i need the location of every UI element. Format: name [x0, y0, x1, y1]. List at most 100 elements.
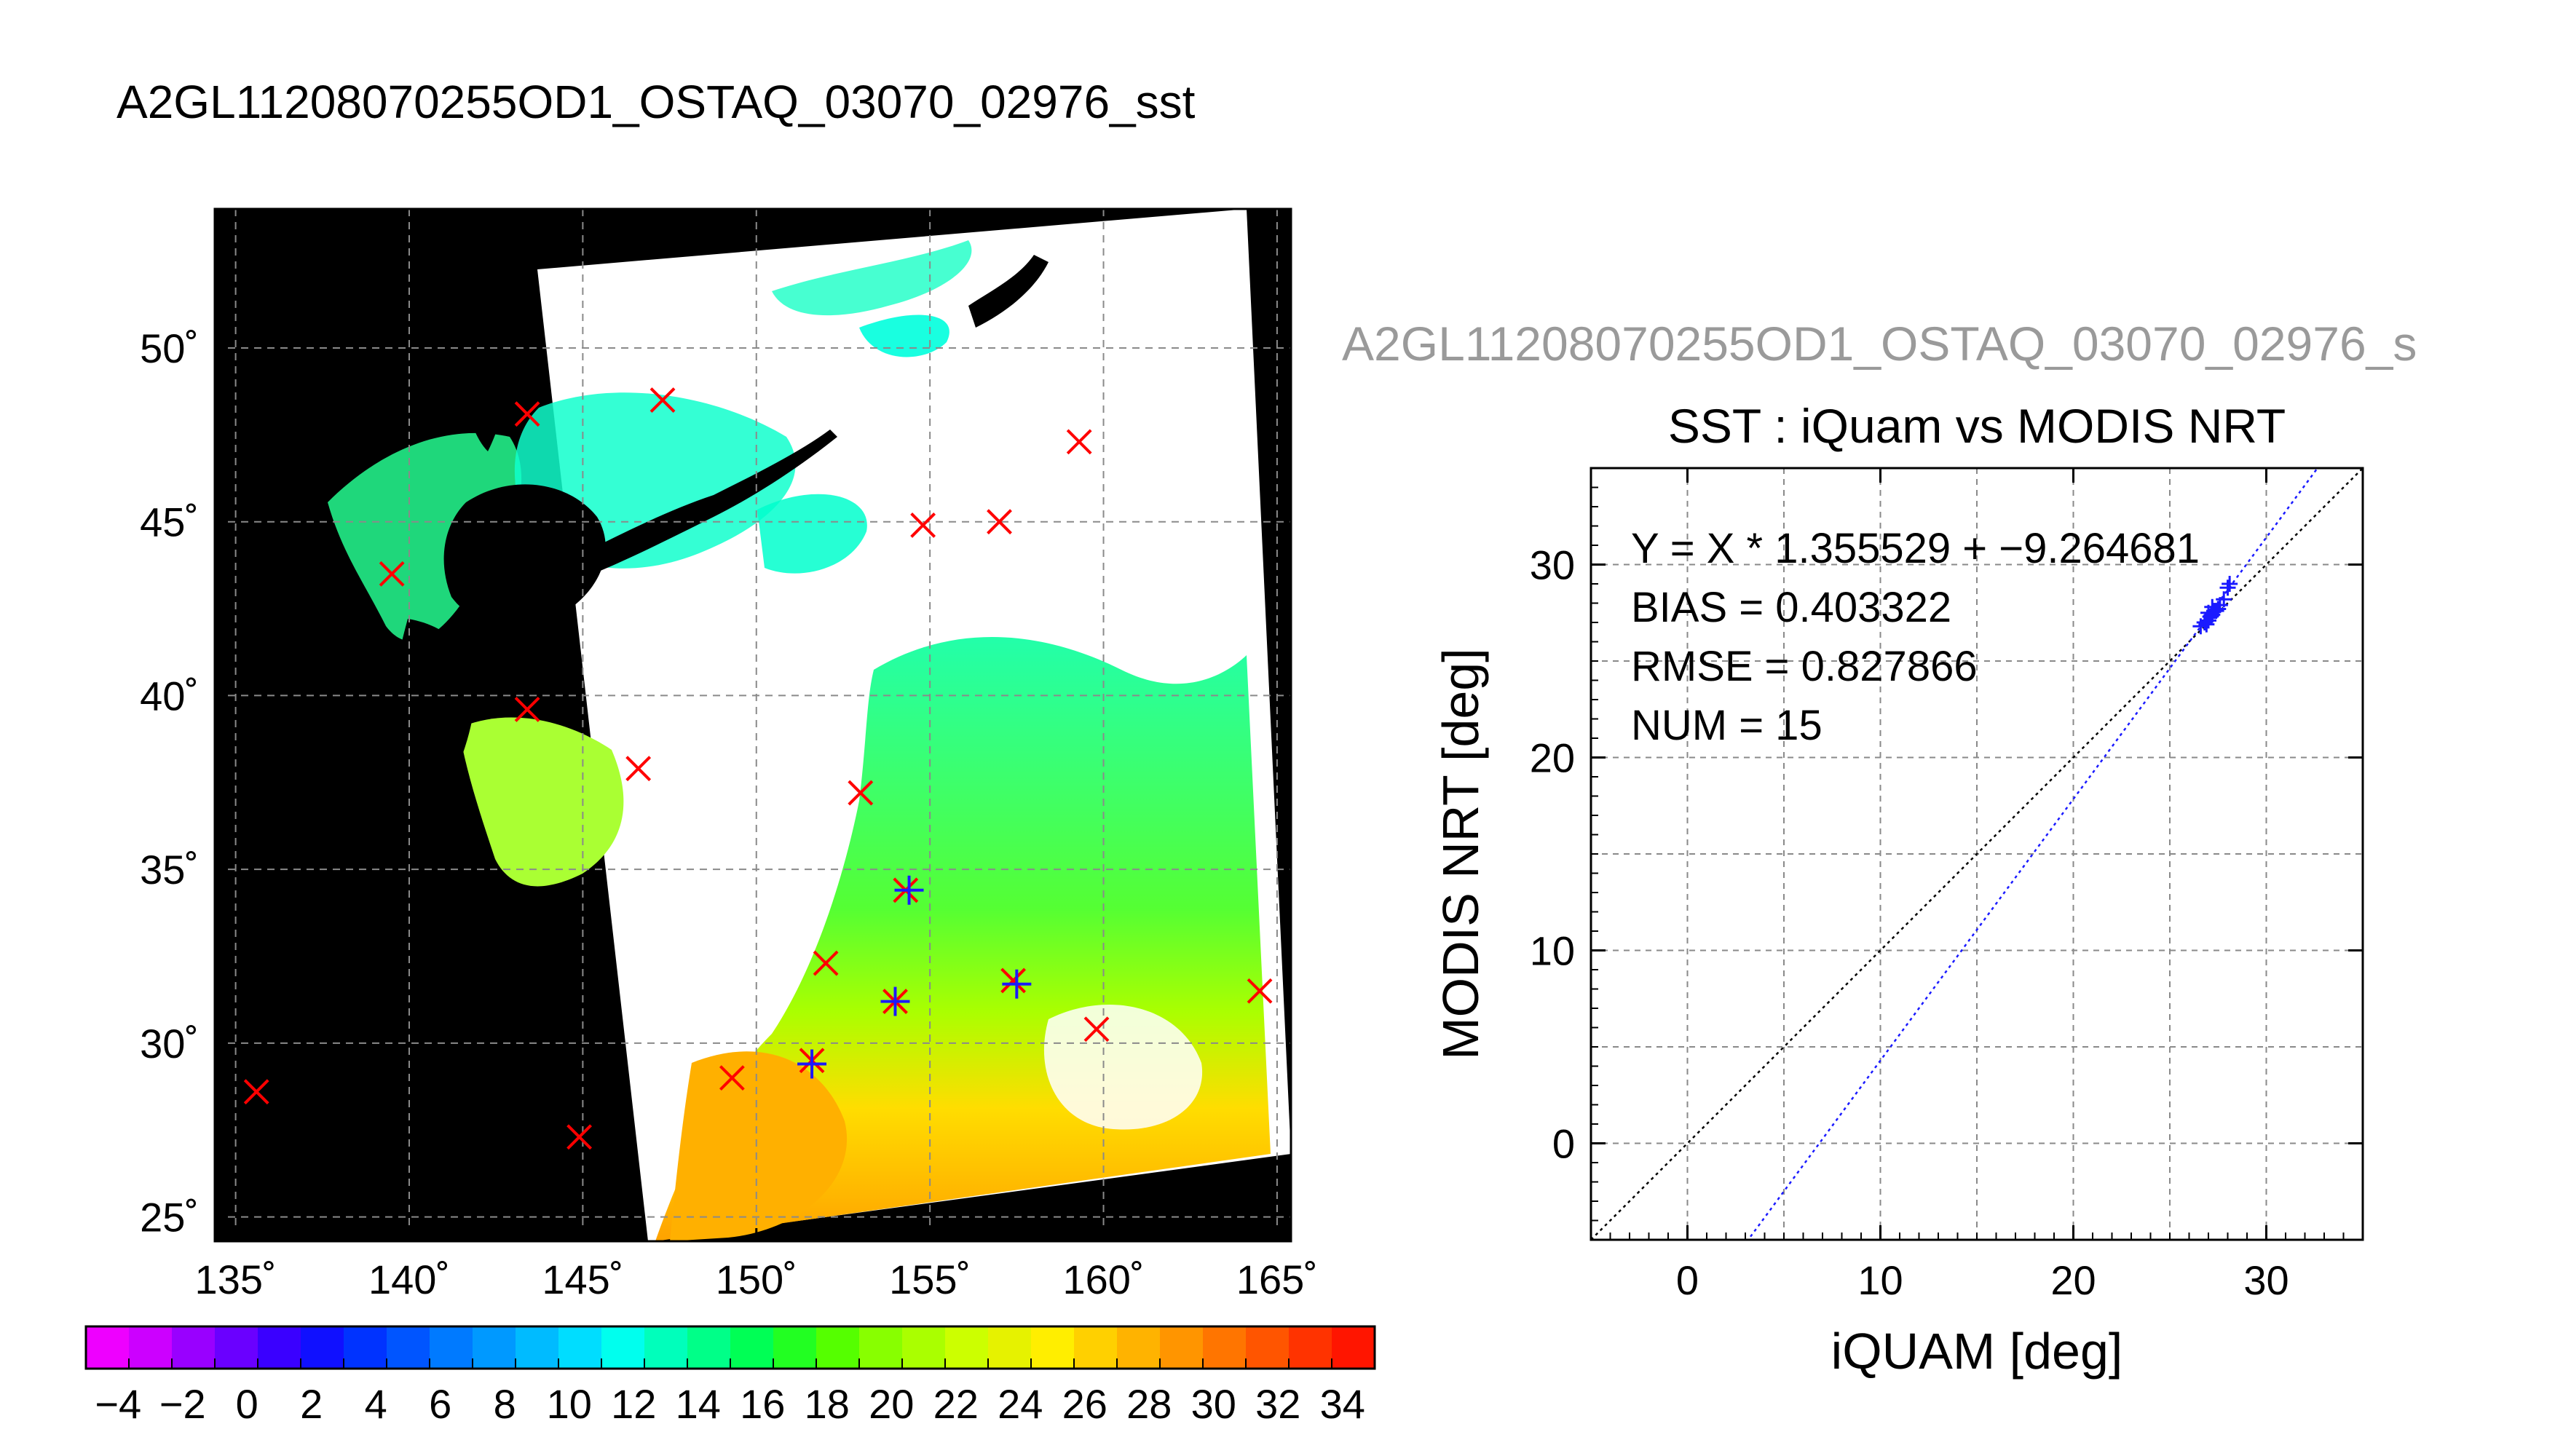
cloud-patch-se	[1043, 1005, 1203, 1130]
map-marker-x	[1066, 429, 1092, 455]
scatter-plot: SST : iQuam vs MODIS NRT 0 10 20 300102030 …	[1432, 399, 2364, 1380]
colorbar-cell	[902, 1326, 946, 1369]
map-lon-label: 165˚	[1236, 1257, 1318, 1302]
colorbar-label: 20	[869, 1381, 914, 1427]
colorbar-cell	[601, 1326, 645, 1369]
colorbar-label: 4	[365, 1381, 387, 1427]
map-lat-label: 30˚	[140, 1021, 199, 1067]
map-marker-x	[1247, 978, 1273, 1004]
map-lat-label: 45˚	[140, 499, 199, 545]
map-lat-label: 50˚	[140, 325, 199, 371]
map-lon-label: 140˚	[368, 1257, 450, 1302]
colorbar-cell	[258, 1326, 301, 1369]
colorbar-label: 14	[676, 1381, 721, 1427]
right-panel-title: A2GL11208070255OD1_OSTAQ_03070_02976_s	[1342, 317, 2417, 371]
sst-map: 135˚ 140˚ 145˚ 150˚ 155˚ 160˚ 165˚ 50˚ 45˚ 40˚ 35˚…	[140, 207, 1318, 1302]
colorbar-label: 0	[236, 1381, 258, 1427]
colorbar-cell	[945, 1326, 989, 1369]
colorbar-cell	[1246, 1326, 1290, 1369]
main-title: A2GL11208070255OD1_OSTAQ_03070_02976_sst	[117, 76, 1196, 128]
map-marker-x	[625, 756, 652, 782]
x-tick-label: 20	[2050, 1257, 2096, 1303]
colorbar-label: 30	[1191, 1381, 1236, 1427]
sst-patch-northeast	[859, 314, 949, 357]
colorbar-label: 22	[933, 1381, 979, 1427]
scatter-point	[2216, 591, 2232, 608]
land-sakhalin	[448, 282, 510, 451]
colorbar-cell	[1203, 1326, 1247, 1369]
scatter-annotation: RMSE = 0.827866	[1631, 643, 1978, 690]
colorbar-label: 24	[998, 1381, 1043, 1427]
regression-line	[1747, 468, 2319, 1240]
scatter-annotation: BIAS = 0.403322	[1631, 584, 1951, 631]
colorbar-cell	[730, 1326, 774, 1369]
map-tick-labels: 135˚ 140˚ 145˚ 150˚ 155˚ 160˚ 165˚ 50˚ 45˚ 40˚ 35˚…	[140, 325, 1318, 1302]
colorbar-cell	[1332, 1326, 1375, 1369]
x-tick-label: 30	[2243, 1257, 2289, 1303]
colorbar-label: −4	[95, 1381, 141, 1427]
colorbar-cell	[1031, 1326, 1075, 1369]
colorbar-cell	[687, 1326, 731, 1369]
x-tick-label: 10	[1857, 1257, 1903, 1303]
colorbar-cell	[473, 1326, 516, 1369]
y-tick-label: 10	[1530, 928, 1575, 974]
map-marker-x	[566, 1124, 593, 1150]
colorbar-label: 12	[611, 1381, 656, 1427]
sst-patch-southwest	[670, 1051, 848, 1241]
colorbar-label: 2	[300, 1381, 323, 1427]
map-marker-x	[987, 509, 1012, 535]
colorbar-cell	[86, 1326, 130, 1369]
colorbar-label: 10	[547, 1381, 592, 1427]
colorbar-cell	[430, 1326, 473, 1369]
colorbar-label: 28	[1126, 1381, 1172, 1427]
sst-patch-cyan-east	[757, 494, 867, 574]
scatter-annotation: NUM = 15	[1631, 702, 1823, 749]
colorbar-cell	[1160, 1326, 1204, 1369]
colorbar-frame	[84, 1325, 1376, 1370]
y-tick-label: 0	[1552, 1121, 1575, 1167]
identity-line	[1591, 468, 2363, 1240]
scatter-point	[2222, 576, 2238, 592]
map-lat-label: 40˚	[140, 673, 199, 719]
scatter-annotation: Y = X * 1.355529 + −9.264681	[1631, 525, 2200, 572]
map-marker-x	[813, 950, 839, 976]
colorbar: −4 −2 0 2 4 6 8 10 12 14 16 18 20 22 24 26 28 30 32 34	[84, 1325, 1376, 1427]
colorbar-cell	[1117, 1326, 1161, 1369]
sst-patch-north	[772, 240, 972, 316]
scatter-point	[2198, 616, 2215, 633]
map-lon-label: 145˚	[542, 1257, 623, 1302]
colorbar-cell	[816, 1326, 860, 1369]
map-marker-plus	[1002, 969, 1032, 999]
map-marker-x	[1000, 968, 1026, 994]
colorbar-cell	[988, 1326, 1032, 1369]
map-marker-x	[1083, 1016, 1110, 1042]
colorbar-cell	[516, 1326, 559, 1369]
colorbar-cell	[344, 1326, 387, 1369]
colorbar-label: 18	[805, 1381, 850, 1427]
y-axis-label: MODIS NRT [deg]	[1432, 648, 1489, 1059]
colorbar-label: 8	[494, 1381, 516, 1427]
colorbar-cell	[301, 1326, 344, 1369]
map-grid	[215, 209, 1291, 1241]
colorbar-cell	[1074, 1326, 1118, 1369]
map-marker-x	[910, 513, 936, 538]
scatter-point	[2210, 601, 2227, 617]
colorbar-label: 16	[740, 1381, 785, 1427]
map-lon-label: 150˚	[716, 1257, 797, 1302]
map-markers	[243, 387, 1273, 1150]
colorbar-cell	[859, 1326, 903, 1369]
scatter-title: SST : iQuam vs MODIS NRT	[1668, 399, 2286, 453]
map-marker-x	[514, 697, 540, 722]
map-marker-plus	[797, 1049, 827, 1079]
colorbar-cell	[773, 1326, 817, 1369]
map-lat-label: 35˚	[140, 847, 199, 893]
map-lon-label: 160˚	[1062, 1257, 1144, 1302]
land-kuril-chain	[583, 430, 837, 575]
colorbar-label: 34	[1320, 1381, 1365, 1427]
colorbar-cell	[172, 1326, 216, 1369]
colorbar-cell	[1289, 1326, 1332, 1369]
y-tick-label: 20	[1530, 735, 1575, 781]
colorbar-cell	[387, 1326, 430, 1369]
colorbar-cell	[215, 1326, 258, 1369]
map-marker-x	[649, 387, 676, 414]
